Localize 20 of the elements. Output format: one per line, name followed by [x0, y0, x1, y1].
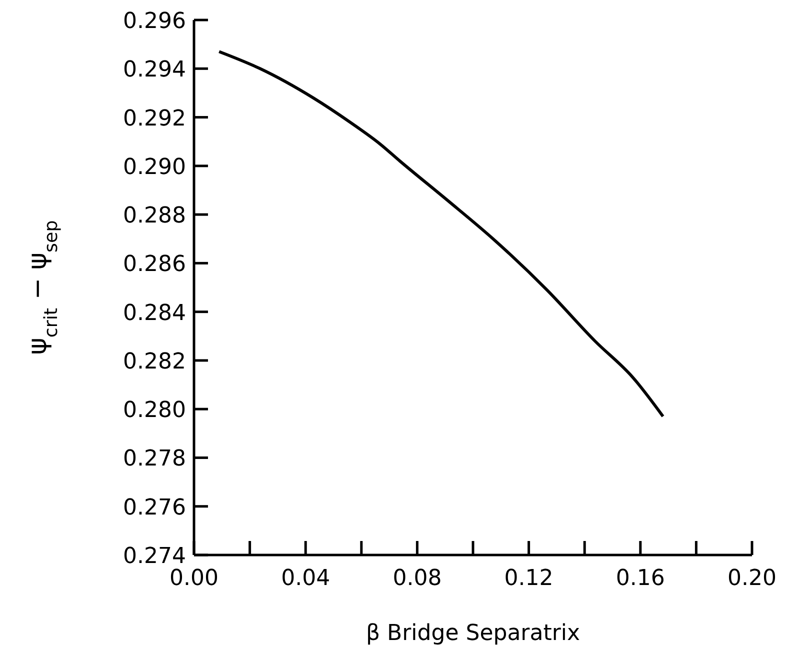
x-axis-title: β Bridge Separatrix	[366, 621, 580, 646]
x-tick-label: 0.12	[504, 566, 554, 591]
y-tick-label: 0.286	[123, 252, 186, 278]
y-tick-label: 0.282	[123, 349, 186, 374]
x-tick-label: 0.00	[170, 566, 218, 591]
y-tick-label: 0.276	[123, 495, 186, 520]
y-tick-label: 0.296	[123, 9, 186, 34]
x-tick-label: 0.20	[728, 566, 776, 591]
y-tick-label: 0.288	[123, 204, 186, 229]
y-tick-label: 0.292	[123, 106, 186, 132]
y-tick-label: 0.284	[123, 300, 186, 326]
line-series	[218, 50, 664, 418]
y-tick-label: 0.294	[123, 58, 186, 83]
x-tick-label: 0.04	[281, 566, 330, 591]
y-tick-label: 0.278	[123, 446, 186, 472]
x-tick-label: 0.16	[616, 566, 665, 591]
y-tick-label: 0.280	[123, 398, 186, 424]
y-tick-label: 0.274	[123, 544, 186, 569]
x-tick-label: 0.08	[392, 566, 442, 591]
y-tick-label: 0.290	[123, 154, 186, 180]
